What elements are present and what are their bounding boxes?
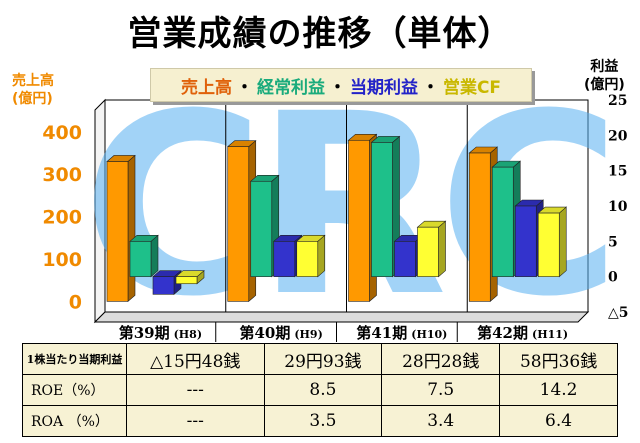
category-label: 第41期 (H10)	[356, 324, 447, 342]
bar-operating-cf	[537, 206, 568, 278]
table-cell: 58円36銭	[499, 343, 618, 375]
table-cell: 3.5	[263, 405, 383, 437]
right-axis-unit-label: 利益	[590, 59, 619, 75]
plot-floor	[93, 311, 590, 323]
table-cell: 3.4	[381, 405, 501, 437]
right-tick-label: 15	[608, 164, 627, 180]
category-label: 第39期 (H8)	[119, 324, 202, 342]
left-tick-label: 200	[42, 207, 82, 229]
bar-ordinary-profit	[129, 234, 159, 278]
bar-operating-cf	[175, 270, 205, 285]
bar-sales	[106, 154, 136, 303]
legend-separator: ・	[421, 77, 439, 98]
table-row: ROE（%） --- 8.5 7.5 14.2	[22, 374, 618, 406]
left-axis-unit-value: (億円)	[12, 91, 53, 107]
right-tick-label: △5	[608, 305, 629, 321]
left-tick-label: 0	[69, 291, 82, 313]
table-row: 1株当たり当期利益 △15円48銭 29円93銭 28円28銭 58円36銭	[22, 343, 618, 375]
table-row: ROA （%） --- 3.5 3.4 6.4	[22, 405, 618, 437]
legend-item-sales: 売上高	[180, 77, 232, 98]
right-tick-label: 5	[608, 234, 618, 250]
row-label-roa: ROA （%）	[22, 405, 127, 437]
left-axis-unit: 売上高 (億円)	[12, 72, 54, 108]
chart-legend: 売上高 ・ 経常利益 ・ 当期利益 ・ 営業CF	[150, 68, 532, 102]
left-tick-label: 100	[42, 249, 82, 271]
legend-separator: ・	[235, 77, 253, 98]
table-cell: ---	[126, 374, 265, 406]
category-label: 第40期 (H9)	[239, 324, 322, 342]
legend-item-ordinary-profit: 経常利益	[256, 77, 325, 98]
per-share-table: 1株当たり当期利益 △15円48銭 29円93銭 28円28銭 58円36銭 R…	[22, 343, 618, 437]
left-tick-label: 400	[42, 122, 82, 144]
right-tick-label: 25	[608, 93, 627, 109]
right-tick-label: 0	[608, 270, 618, 286]
right-tick-label: 20	[608, 128, 628, 144]
right-tick-label: 10	[608, 199, 628, 215]
left-tick-label: 300	[42, 164, 82, 186]
table-cell: 28円28銭	[381, 343, 501, 375]
right-axis-unit-value: (億円)	[584, 77, 625, 93]
left-axis-unit-label: 売上高	[12, 73, 54, 89]
table-cell: △15円48銭	[126, 343, 265, 375]
row-label-roe: ROE（%）	[22, 374, 127, 406]
table-cell: 14.2	[499, 374, 618, 406]
category-label: 第42期 (H11)	[477, 324, 568, 342]
table-cell: ---	[126, 405, 265, 437]
bar-operating-cf	[295, 234, 326, 278]
legend-item-net-profit: 当期利益	[349, 77, 418, 98]
table-cell: 7.5	[381, 374, 501, 406]
legend-item-operating-cf: 営業CF	[442, 77, 502, 98]
table-cell: 8.5	[263, 374, 383, 406]
table-cell: 29円93銭	[263, 343, 383, 375]
page-title: 営業成績の推移（単体）	[127, 14, 513, 54]
row-label-eps: 1株当たり当期利益	[22, 343, 127, 375]
right-axis-unit: 利益 (億円)	[584, 58, 625, 94]
table-cell: 6.4	[499, 405, 618, 437]
legend-separator: ・	[328, 77, 346, 98]
bar-operating-cf	[416, 220, 447, 278]
